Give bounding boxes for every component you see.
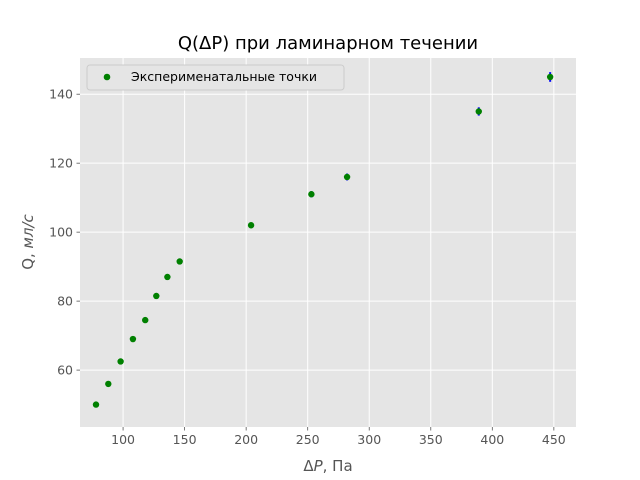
data-point — [546, 73, 554, 81]
x-tick-label: 350 — [419, 432, 443, 447]
data-point — [105, 380, 112, 388]
y-tick-label: 60 — [57, 363, 73, 378]
data-point — [343, 173, 351, 181]
y-tick-label: 140 — [49, 87, 73, 102]
legend: Эксперименатальные точки — [86, 64, 345, 91]
legend-box — [86, 64, 345, 91]
plot-area — [80, 58, 576, 427]
data-point — [142, 316, 149, 324]
x-axis-label: ΔP, Па — [303, 457, 352, 475]
x-tick-label: 100 — [111, 432, 135, 447]
chart-title: Q(ΔP) при ламинарном течении — [178, 33, 478, 54]
y-tick-label: 80 — [57, 294, 73, 309]
x-tick-label: 300 — [357, 432, 381, 447]
x-axis-ticks: 100 150 200 250 300 350 400 450 — [111, 427, 566, 447]
data-point — [129, 335, 137, 343]
x-tick-label: 450 — [542, 432, 566, 447]
data-point — [92, 401, 100, 408]
data-point — [176, 258, 183, 265]
legend-marker — [103, 73, 111, 81]
grid — [80, 58, 576, 427]
data-point — [247, 222, 255, 229]
data-point — [164, 273, 171, 281]
data-point — [475, 108, 482, 115]
y-tick-label: 120 — [49, 156, 73, 171]
y-axis-ticks: 60 80 100 120 140 — [49, 87, 80, 378]
data-series — [92, 72, 554, 408]
x-tick-label: 200 — [234, 432, 258, 447]
y-axis-label: Q, мл/с — [19, 213, 37, 269]
x-tick-label: 250 — [296, 432, 320, 447]
data-point — [153, 292, 160, 300]
y-tick-label: 100 — [49, 225, 73, 240]
x-tick-label: 400 — [480, 432, 504, 447]
data-point — [308, 191, 315, 198]
legend-label: Эксперименатальные точки — [131, 69, 317, 84]
data-point — [117, 358, 124, 365]
x-tick-label: 150 — [173, 432, 197, 447]
